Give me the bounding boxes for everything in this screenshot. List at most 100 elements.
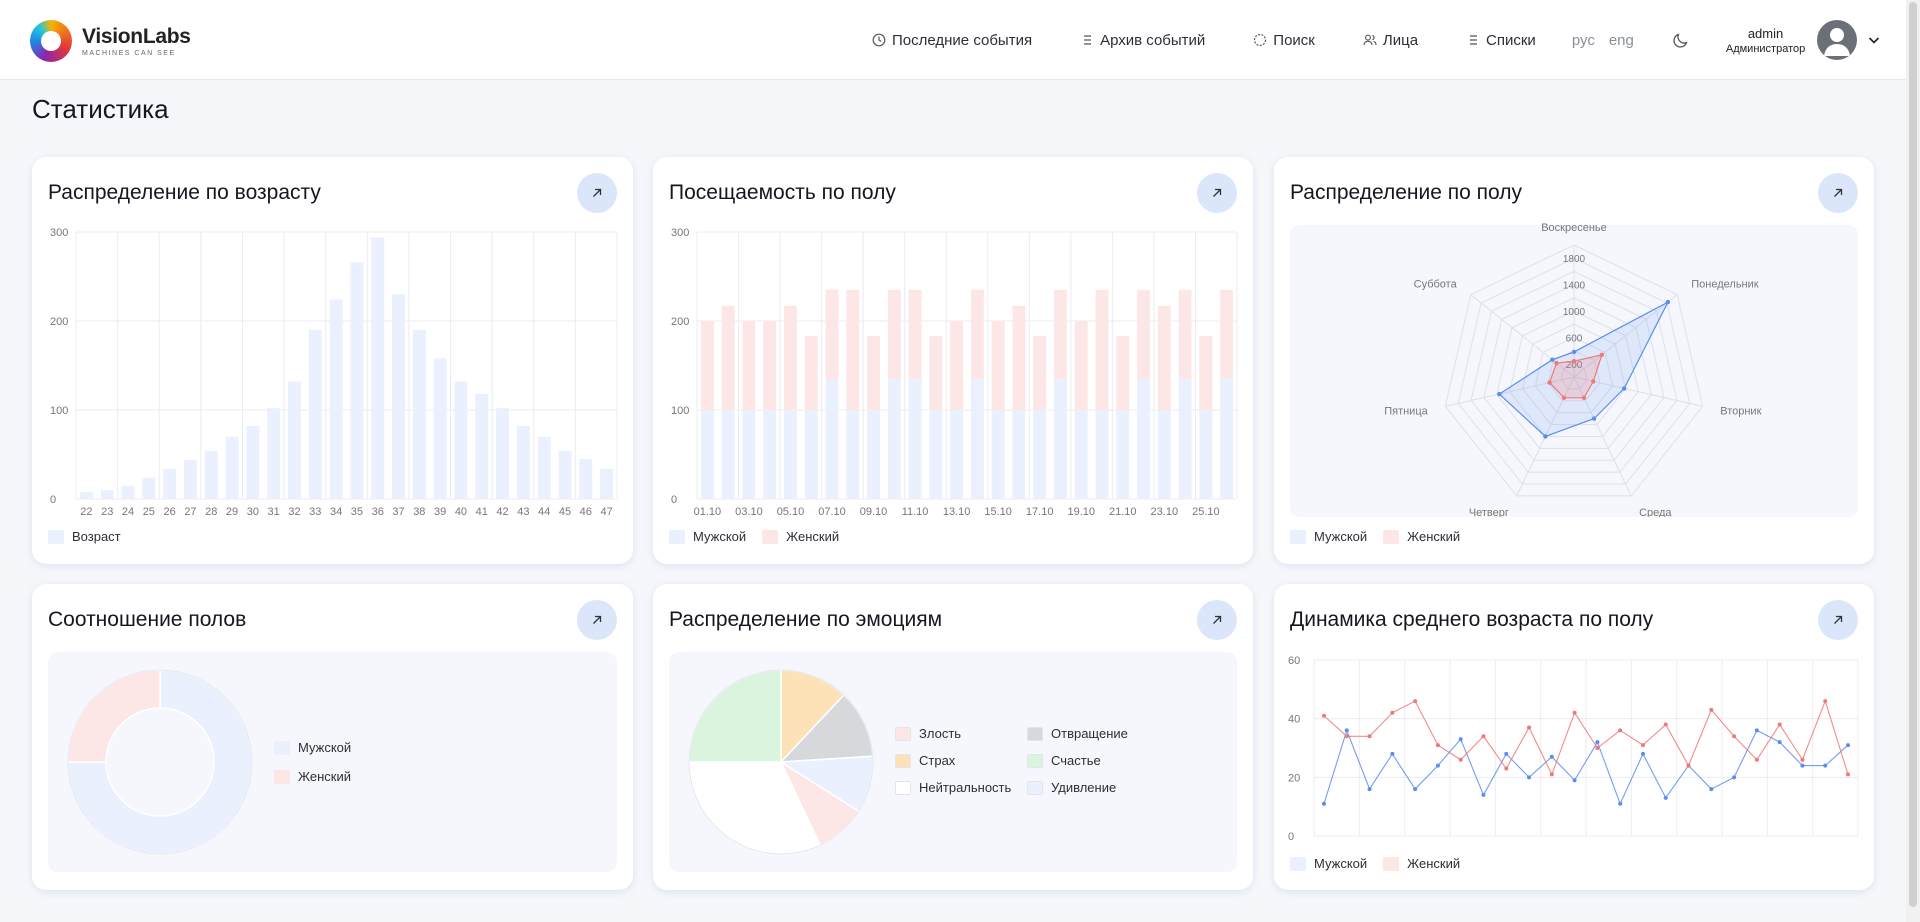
legend-item-female[interactable]: Женский [1383, 856, 1460, 871]
legend-item-disgust[interactable]: Отвращение [1027, 726, 1147, 741]
legend-item-female[interactable]: Женский [1383, 529, 1460, 544]
bar [163, 468, 177, 499]
user-info[interactable]: admin Администратор [1726, 26, 1805, 55]
bar [991, 321, 1005, 410]
bar [784, 410, 797, 499]
bar [970, 289, 984, 379]
logo[interactable]: VisionLabs MACHINES CAN SEE [30, 20, 191, 62]
bar [475, 393, 489, 499]
nav-lists[interactable]: Списки [1466, 32, 1536, 49]
legend-item-male[interactable]: Мужской [1290, 856, 1367, 871]
bar [225, 436, 239, 499]
bar [846, 289, 860, 410]
nav-search-label: Поиск [1273, 31, 1315, 49]
bar [1199, 410, 1213, 499]
legend-item-male[interactable]: Мужской [669, 529, 746, 544]
nav-latest-events[interactable]: Последние события [872, 32, 1032, 49]
nav-latest-events-label: Последние события [892, 31, 1033, 49]
y-tick-label: 0 [1288, 831, 1294, 843]
bar [288, 381, 301, 499]
radar-axis-label: Суббота [1414, 278, 1458, 290]
legend-item-neutral[interactable]: Нейтральность [895, 780, 1027, 795]
legend-label: Возраст [72, 529, 121, 544]
avg-age-line-chart: 0 20 40 60 [1288, 655, 1859, 843]
line-point [1846, 772, 1850, 777]
expand-button[interactable] [577, 600, 617, 640]
line-series [1323, 728, 1849, 806]
bar [246, 426, 260, 499]
gender-ratio-donut [67, 669, 253, 855]
line-series [1323, 699, 1849, 776]
bar [700, 410, 714, 499]
x-tick-label: 27 [184, 506, 196, 517]
gender-radar-card: Распределение по полу Воскресенье Понедел… [1274, 157, 1874, 564]
line-point [1504, 751, 1509, 756]
scrollbar[interactable] [1906, 0, 1920, 922]
scrollbar-thumb[interactable] [1909, 2, 1917, 907]
legend-item-male[interactable]: Мужской [274, 740, 351, 755]
y-tick-label: 0 [50, 494, 56, 506]
bar [1220, 378, 1234, 499]
x-tick-label: 25.10 [1192, 506, 1220, 517]
radar-point [1591, 416, 1597, 421]
legend-item-female[interactable]: Женский [762, 529, 839, 544]
expand-button[interactable] [1197, 600, 1237, 640]
legend-swatch [895, 726, 911, 741]
line-point [1640, 751, 1645, 756]
bar [537, 436, 551, 499]
nav-event-archive[interactable]: Архив событий [1080, 32, 1205, 49]
x-tick-label: 19.10 [1067, 506, 1095, 517]
bar [763, 321, 777, 410]
emotions-pie [688, 669, 874, 855]
legend-label: Страх [919, 753, 956, 768]
moon-icon[interactable] [1672, 31, 1690, 49]
x-tick-label: 38 [413, 506, 425, 517]
x-tick-label: 09.10 [860, 506, 888, 517]
legend-swatch [895, 780, 911, 795]
legend-swatch [669, 529, 685, 544]
lang-ru[interactable]: рус [1571, 31, 1595, 49]
expand-button[interactable] [577, 173, 617, 213]
lang-en[interactable]: eng [1608, 31, 1634, 49]
bar [867, 410, 880, 499]
legend-item[interactable]: Возраст [48, 529, 121, 544]
legend-item-female[interactable]: Женский [274, 769, 351, 784]
y-tick-label: 0 [671, 494, 677, 506]
chevron-down-icon[interactable] [1867, 33, 1881, 47]
arrow-up-right-icon [1213, 188, 1222, 197]
legend-swatch [1383, 856, 1400, 871]
line-point [1435, 743, 1440, 748]
x-tick-label: 32 [288, 506, 300, 517]
legend-swatch [1290, 856, 1306, 871]
x-tick-label: 28 [205, 506, 217, 517]
legend-item-anger[interactable]: Злость [895, 726, 1027, 741]
attendance-by-gender-card: Посещаемость по полу 0 100 200 300 01.10 03.1… [653, 157, 1253, 564]
expand-button[interactable] [1818, 600, 1858, 640]
line-point [1663, 722, 1668, 727]
legend-label: Женский [298, 769, 351, 784]
nav-faces[interactable]: Лица [1363, 32, 1418, 49]
line-point [1413, 787, 1418, 792]
line-point [1344, 734, 1349, 739]
radar-ring [1470, 270, 1678, 473]
user-login: admin [1747, 25, 1784, 41]
legend-item-fear[interactable]: Страх [895, 753, 1027, 768]
legend-item-happiness[interactable]: Счастье [1027, 753, 1147, 768]
avatar[interactable] [1817, 20, 1858, 60]
expand-button[interactable] [1197, 173, 1237, 213]
legend: Мужской Женский [1290, 529, 1460, 544]
legend-label: Злость [919, 726, 962, 741]
legend-item-surprise[interactable]: Удивление [1027, 780, 1147, 795]
x-tick-label: 29 [226, 506, 238, 517]
expand-button[interactable] [1818, 173, 1858, 213]
radar-axis-label: Пятница [1384, 405, 1428, 417]
nav-search[interactable]: Поиск [1253, 32, 1315, 49]
gender-radar-chart: Воскресенье Понедельник Вторник Среда Четвер… [1384, 222, 1761, 517]
legend-item-male[interactable]: Мужской [1290, 529, 1367, 544]
user-icon [1824, 28, 1851, 56]
bar [1033, 336, 1047, 410]
radar-tick-label: 1800 [1563, 254, 1586, 265]
legend-swatch [895, 753, 911, 768]
radar-point [1571, 349, 1577, 355]
legend-label: Удивление [1051, 780, 1117, 795]
